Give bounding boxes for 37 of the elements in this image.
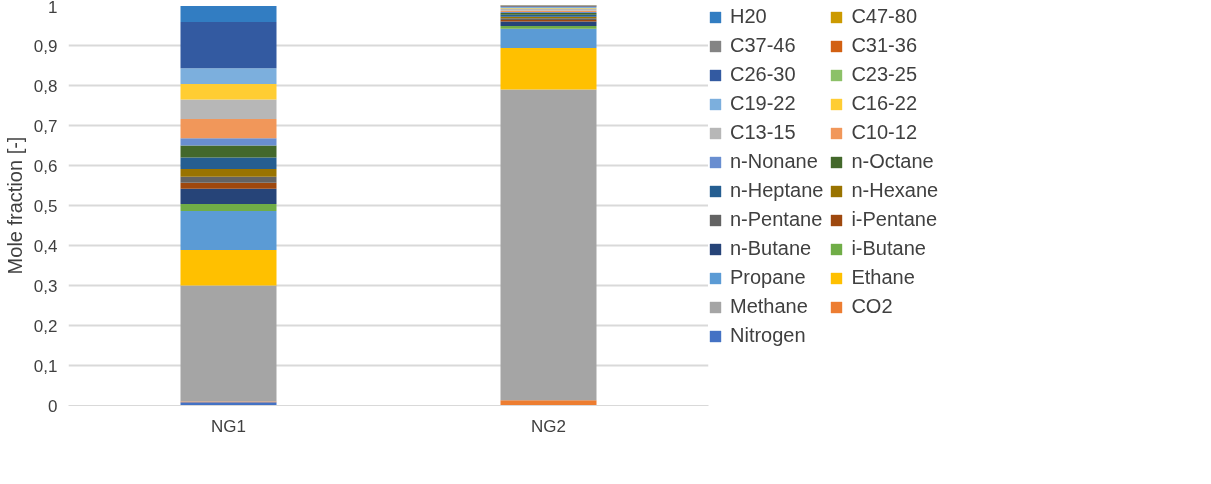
y-tick-label: 0,6 — [33, 156, 58, 176]
y-tick-label: 0,2 — [33, 316, 58, 336]
y-tick-label: 0,9 — [33, 36, 58, 56]
y-tick-label: 0,7 — [33, 116, 58, 136]
legend-label: C16-22 — [851, 92, 918, 115]
legend-label: CO2 — [851, 295, 893, 318]
legend-label: Methane — [730, 295, 808, 318]
legend-label: C10-12 — [851, 121, 918, 144]
legend-label: C47-80 — [851, 5, 918, 28]
y-tick-label: 0,5 — [33, 196, 58, 216]
legend-label: Nitrogen — [730, 324, 806, 347]
legend-label: C19-22 — [730, 92, 796, 115]
legend-label: C37-46 — [730, 34, 796, 57]
y-tick-label: 0,3 — [33, 276, 58, 296]
legend-label: C13-15 — [730, 121, 796, 144]
y-tick-label: 0 — [48, 396, 58, 416]
legend-label: C23-25 — [851, 63, 918, 86]
legend-label: Ethane — [851, 266, 915, 289]
y-tick-label: 0,1 — [33, 356, 58, 376]
legend-label: n-Heptane — [730, 179, 824, 202]
legend-label: n-Pentane — [730, 208, 823, 231]
y-tick-label: 0,4 — [33, 236, 58, 256]
legend-label: n-Butane — [730, 237, 812, 260]
legend-label: n-Hexane — [851, 179, 939, 202]
legend-label: n-Octane — [851, 150, 934, 173]
legend-label: Propane — [730, 266, 806, 289]
x-tick-label: NG2 — [531, 416, 566, 436]
legend-label: H20 — [730, 5, 767, 28]
y-axis-title: Mole fraction [-] — [3, 136, 26, 275]
x-tick-label: NG1 — [211, 416, 246, 436]
legend-label: C26-30 — [730, 63, 796, 86]
legend-label: C31-36 — [851, 34, 918, 57]
legend-label: n-Nonane — [730, 150, 818, 173]
y-tick-label: 1 — [48, 0, 58, 17]
y-tick-label: 0,8 — [33, 76, 58, 96]
legend-label: i-Butane — [851, 237, 926, 260]
legend-label: i-Pentane — [851, 208, 938, 231]
